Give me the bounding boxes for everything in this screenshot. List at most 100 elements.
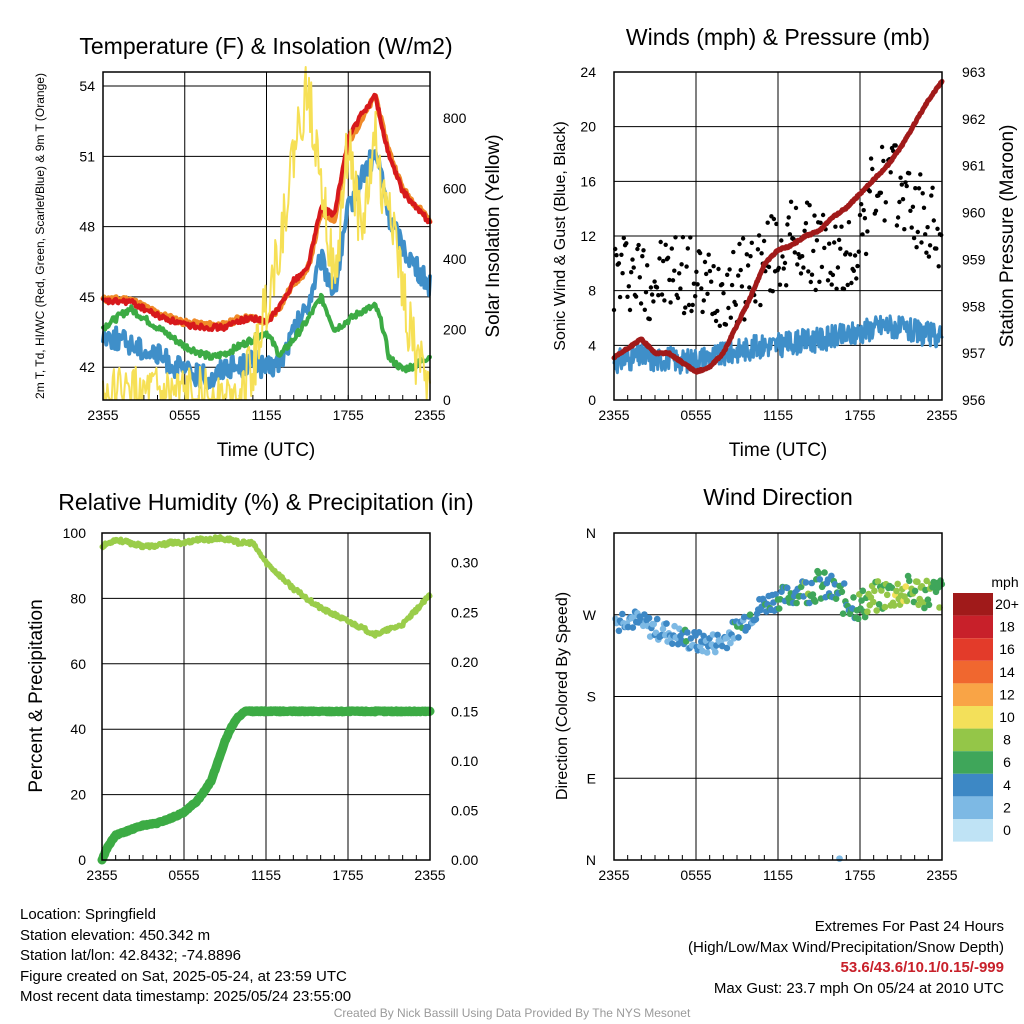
wdir-legend-label: 2 xyxy=(1003,799,1011,815)
winds-gust-point xyxy=(784,283,789,288)
winds-x-tick-label: 1755 xyxy=(844,407,875,423)
wdir-legend-label: 0 xyxy=(1003,822,1011,838)
winds-gust-point xyxy=(758,302,763,308)
winds-gust-point xyxy=(627,307,633,313)
rh-x-tick-label: 1755 xyxy=(332,867,363,883)
winds-gust-point xyxy=(812,213,817,218)
rh-x-tick-label: 2355 xyxy=(414,867,445,883)
winds-gust-point xyxy=(908,208,913,213)
rh-frame xyxy=(101,532,431,861)
winds-gust-point xyxy=(780,254,785,259)
winds-gust-point xyxy=(913,186,918,191)
winds-gust-point xyxy=(614,253,619,258)
wdir-point xyxy=(663,620,670,627)
winds-gust-point xyxy=(851,268,856,273)
winds-gust-point xyxy=(680,235,686,240)
winds-y-tick-label: 0 xyxy=(588,392,596,408)
winds-gust-point xyxy=(819,264,825,270)
winds-gust-point xyxy=(740,236,746,241)
station-elevation: Station elevation: 450.342 m xyxy=(20,926,211,944)
winds-gust-point xyxy=(765,220,770,225)
winds-gust-point xyxy=(647,316,652,322)
wdir-point xyxy=(859,587,867,595)
winds-gust-point xyxy=(675,295,681,301)
wdir-point xyxy=(878,587,885,594)
wdir-point xyxy=(893,587,900,595)
temp-y2-tick-label: 200 xyxy=(443,321,467,337)
wdir-point xyxy=(793,599,800,607)
extremes-panel: Extremes For Past 24 Hours (High/Low/Max… xyxy=(688,917,1004,999)
wdir-legend-label: 16 xyxy=(999,641,1015,657)
winds-gust-point xyxy=(848,252,853,257)
wdir-point xyxy=(802,579,810,586)
winds-gust-point xyxy=(870,166,875,172)
winds-gust-point xyxy=(803,221,809,226)
wdir-x-tick-label: 0555 xyxy=(680,867,711,883)
wdir-point xyxy=(775,605,783,612)
wdir-legend-label: 14 xyxy=(999,664,1015,680)
wdir-x-tick-label: 1155 xyxy=(763,867,793,883)
rh-x-tick-label: 2355 xyxy=(86,867,117,883)
winds-gust-point xyxy=(667,277,672,283)
winds-gust-point xyxy=(935,226,940,231)
winds-gust-point xyxy=(930,185,935,190)
wdir-x-tick-label: 2355 xyxy=(598,867,629,883)
winds-gust-point xyxy=(788,199,794,204)
winds-y2-tick-label: 961 xyxy=(962,158,986,174)
wdir-legend-title: mph xyxy=(991,574,1018,590)
winds-gust-point xyxy=(691,281,697,286)
winds-gust-point xyxy=(787,232,793,237)
wdir-legend-label: 8 xyxy=(1003,732,1011,748)
wdir-legend-label: 18 xyxy=(999,619,1015,635)
winds-gust-point xyxy=(820,212,826,218)
rh-y-axis-label: Percent & Precipitation xyxy=(26,599,47,792)
wdir-point xyxy=(903,597,911,605)
winds-gust-point xyxy=(904,183,909,189)
temp-y-axis-label: 2m T, Td, HI/WC (Red, Green, Scarlet/Blu… xyxy=(33,73,47,399)
wdir-legend-label: 12 xyxy=(999,686,1015,702)
wdir-point xyxy=(871,587,878,595)
wdir-point xyxy=(936,604,943,611)
temp-y2-tick-label: 400 xyxy=(443,251,467,267)
winds-gust-point xyxy=(879,144,885,150)
winds-gust-point xyxy=(882,218,887,223)
wdir-point xyxy=(828,572,835,580)
wdir-point xyxy=(816,576,824,583)
winds-gust-point xyxy=(793,205,799,211)
winds-gust-point xyxy=(737,241,742,247)
wdir-point xyxy=(921,604,928,612)
winds-gust-point xyxy=(749,240,754,245)
wdir-legend-swatch xyxy=(953,819,993,842)
wdir-legend-swatch xyxy=(953,706,993,729)
winds-gust-point xyxy=(678,286,683,291)
winds-gust-point xyxy=(672,268,677,273)
extremes-title: Extremes For Past 24 Hours xyxy=(814,918,1004,935)
wdir-point xyxy=(752,615,760,623)
winds-gust-point xyxy=(729,282,735,288)
winds-gust-point xyxy=(878,190,884,195)
winds-gust-point xyxy=(808,279,813,285)
temp-y-tick-label: 51 xyxy=(79,148,95,164)
winds-gust-point xyxy=(626,284,631,289)
winds-gust-point xyxy=(728,315,733,320)
winds-gust-point xyxy=(798,271,804,276)
winds-gust-point xyxy=(662,298,667,303)
winds-y2-tick-label: 958 xyxy=(962,298,986,314)
winds-gust-point xyxy=(621,235,626,241)
winds-gust-point xyxy=(648,285,654,290)
wdir-legend-label: 4 xyxy=(1003,777,1011,793)
winds-gust-point xyxy=(814,238,820,243)
temp-y2-tick-label: 800 xyxy=(443,110,467,126)
temp-x-tick-label: 0555 xyxy=(169,407,200,423)
rh-y-tick-label: 60 xyxy=(70,656,86,672)
winds-gust-point xyxy=(759,251,764,256)
winds-gust-point xyxy=(801,265,806,270)
temp-series-dewpoint xyxy=(101,292,432,374)
winds-gust-point xyxy=(649,292,655,297)
winds-gust-point xyxy=(825,278,831,283)
max-gust: Max Gust: 23.7 mph On 05/24 at 2010 UTC xyxy=(713,979,1004,997)
credit-line: Created By Nick Bassill Using Data Provi… xyxy=(333,1006,691,1020)
winds-gust-point xyxy=(859,202,864,207)
winds-gust-point xyxy=(855,263,860,269)
winds-gust-point xyxy=(931,218,936,223)
